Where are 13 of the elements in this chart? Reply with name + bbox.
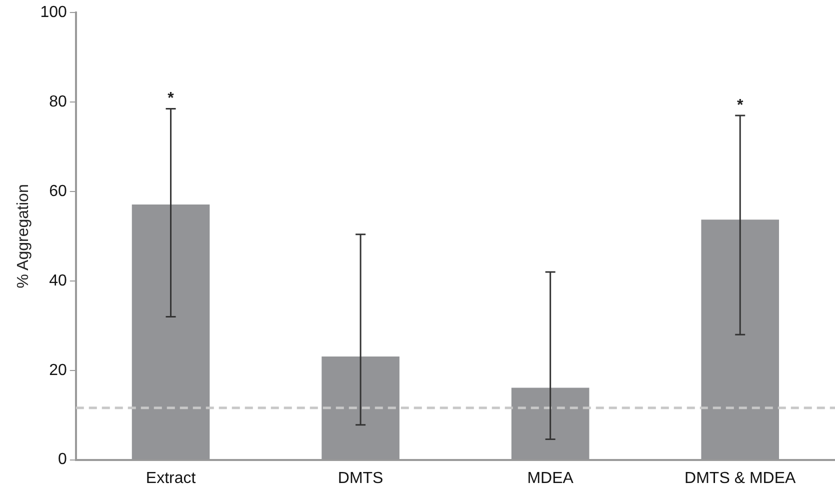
y-tick-label: 20: [49, 362, 67, 379]
y-tick-label: 0: [58, 451, 67, 468]
x-tick-label: MDEA: [527, 470, 574, 487]
y-tick-label: 60: [49, 182, 67, 200]
y-axis-title: % Aggregation: [15, 184, 32, 288]
y-tick-label: 100: [40, 4, 67, 22]
y-tick-label: 80: [49, 93, 67, 110]
y-tick-label: 40: [49, 272, 67, 290]
x-tick-label: DMTS: [338, 470, 384, 487]
annotation: *: [736, 96, 744, 114]
x-tick-label: Extract: [146, 470, 196, 487]
annotation: *: [168, 90, 175, 108]
x-tick-label: DMTS & MDEA: [684, 470, 796, 487]
